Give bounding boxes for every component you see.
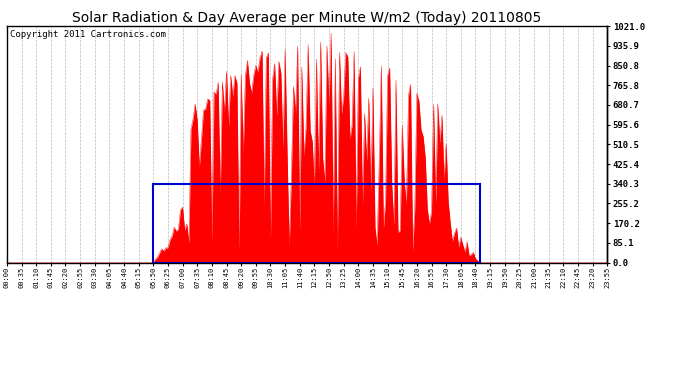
Text: Copyright 2011 Cartronics.com: Copyright 2011 Cartronics.com: [10, 30, 166, 39]
Title: Solar Radiation & Day Average per Minute W/m2 (Today) 20110805: Solar Radiation & Day Average per Minute…: [72, 11, 542, 25]
